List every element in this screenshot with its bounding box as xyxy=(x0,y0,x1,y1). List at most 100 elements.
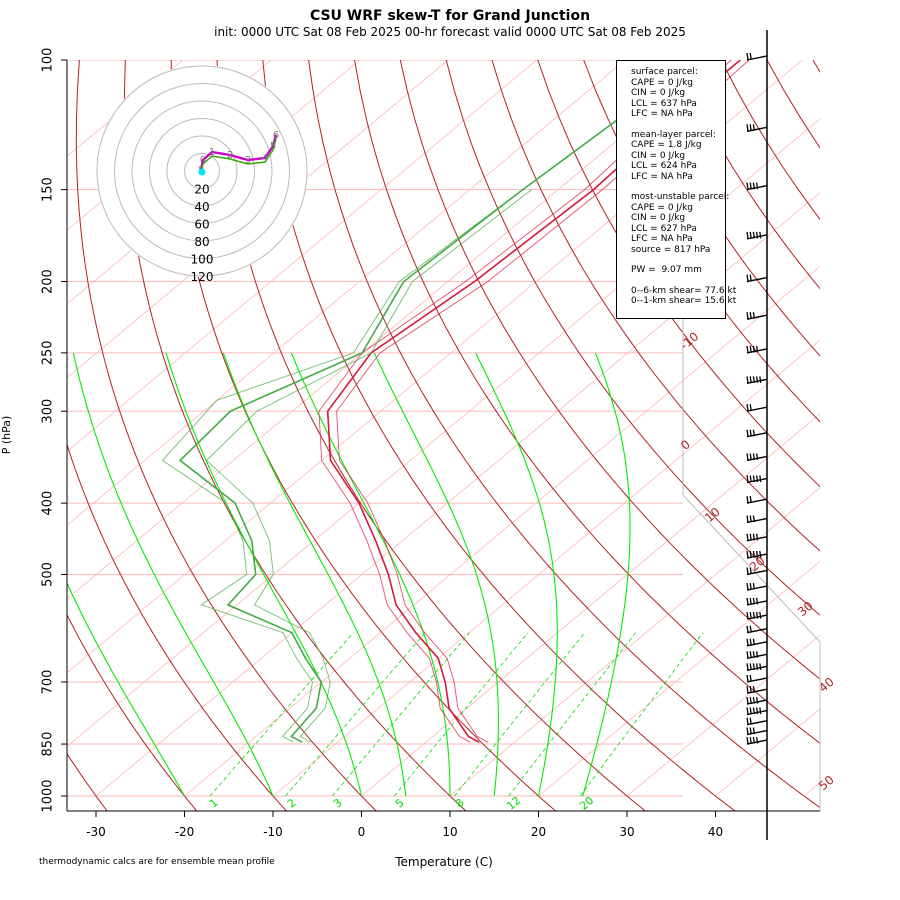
mixing-ratio-label: 5 xyxy=(393,796,407,810)
series-dewpoint xyxy=(178,60,715,743)
wind-barb xyxy=(746,312,768,320)
y-tick-label: 100 xyxy=(41,48,56,73)
x-tick-label: -30 xyxy=(86,825,106,839)
wind-barb xyxy=(746,429,768,438)
moist-adiabat xyxy=(222,352,407,797)
wind-barb xyxy=(746,736,768,745)
wind-barb xyxy=(746,182,768,191)
mixing-ratio-line xyxy=(579,632,704,797)
wind-barb xyxy=(746,345,768,354)
y-tick-label: 200 xyxy=(41,269,56,294)
hodograph-ring xyxy=(149,118,255,224)
y-tick-label: 300 xyxy=(41,399,56,424)
most-unstable-parcel-block: most-unstable parcel: CAPE = 0 J/kg CIN … xyxy=(631,192,730,255)
hodograph-height-label: 3 xyxy=(245,155,251,166)
isotherm xyxy=(67,60,714,600)
mixing-ratio-line xyxy=(332,632,470,797)
mixing-ratio-line xyxy=(454,632,586,797)
hodograph-trace xyxy=(199,134,278,171)
x-tick-label: 30 xyxy=(619,825,634,839)
y-tick-label: 250 xyxy=(41,340,56,365)
dry-adiabat xyxy=(354,60,820,744)
shear-block: 0--6-km shear= 77.6 kt 0--1-km shear= 15… xyxy=(631,285,737,307)
isotherm xyxy=(361,413,820,797)
isotherm-label: 30 xyxy=(795,599,816,620)
wind-barb xyxy=(746,404,768,412)
hodograph-ring-label: 60 xyxy=(194,218,209,232)
hodograph-ring xyxy=(184,153,220,189)
dry-adiabat xyxy=(445,60,820,616)
footnote: thermodynamic calcs are for ensemble mea… xyxy=(39,857,275,867)
dry-adiabat xyxy=(75,60,377,811)
wind-barb xyxy=(746,582,768,591)
mixing-ratio-line xyxy=(508,632,637,797)
series-temperature xyxy=(326,60,741,743)
hodograph-origin-marker xyxy=(198,168,206,176)
isotherm xyxy=(95,192,820,797)
dry-adiabat xyxy=(67,443,288,811)
dry-adiabat xyxy=(859,60,900,812)
moist-adiabat xyxy=(475,352,558,797)
series-dewpoint-member-2 xyxy=(205,189,532,743)
wind-barb xyxy=(746,231,768,240)
hodograph-height-label: 0 xyxy=(200,155,206,166)
moist-adiabat xyxy=(582,352,631,797)
hodograph-height-label: 6 xyxy=(273,130,279,141)
dry-adiabat xyxy=(216,60,646,811)
isotherm xyxy=(715,708,820,797)
hodograph-ring xyxy=(166,135,238,207)
chart-title: CSU WRF skew-T for Grand Junction xyxy=(309,8,591,24)
y-tick-label: 500 xyxy=(41,562,56,587)
isotherm xyxy=(538,560,820,797)
isotherm-label: 40 xyxy=(816,675,837,696)
isotherm-label: 50 xyxy=(816,773,837,794)
y-tick-label: 150 xyxy=(41,177,56,202)
y-tick-label: 1000 xyxy=(41,779,56,812)
y-tick-label: 850 xyxy=(41,732,56,757)
dry-adiabat xyxy=(308,60,820,809)
wind-barb xyxy=(746,686,768,694)
wind-barb xyxy=(746,625,768,634)
hodograph-ring-label: 100 xyxy=(191,253,214,267)
hodograph-ring-label: 20 xyxy=(194,183,209,197)
series-temperature-member-1 xyxy=(318,60,732,743)
dry-adiabat xyxy=(67,613,198,811)
hodograph-ring xyxy=(114,83,290,259)
hodograph-ring xyxy=(96,65,308,277)
hodograph-trace-2 xyxy=(200,138,277,175)
parcel-parameters-box: surface parcel: CAPE = 0 J/kg CIN = 0 J/… xyxy=(616,60,737,319)
moist-adiabat xyxy=(165,352,363,797)
isotherm xyxy=(67,60,626,526)
wind-barb xyxy=(746,717,768,726)
series-temperature-member-2 xyxy=(336,60,750,743)
dry-adiabat xyxy=(491,60,820,552)
mixing-ratio-label: 3 xyxy=(331,796,345,810)
wind-barb xyxy=(746,663,768,672)
moist-adiabat xyxy=(67,581,185,797)
wind-barb xyxy=(746,674,768,683)
wind-barb xyxy=(746,550,768,559)
x-tick-label: 40 xyxy=(708,825,723,839)
moist-adiabat xyxy=(373,352,499,797)
isotherm-label: -10 xyxy=(677,329,701,352)
wind-barb xyxy=(746,124,768,133)
mixing-ratio-label: 2 xyxy=(285,796,299,810)
wind-barb xyxy=(746,475,768,484)
hodograph-height-label: 1 xyxy=(209,147,215,158)
mean-layer-parcel-block: mean-layer parcel: CAPE = 1.8 J/kg CIN =… xyxy=(631,129,716,182)
x-axis-label: Temperature (C) xyxy=(394,855,493,869)
wind-barb xyxy=(746,638,768,647)
x-tick-label: 20 xyxy=(531,825,546,839)
isotherm xyxy=(67,60,537,452)
mixing-ratio-line xyxy=(285,632,426,797)
wind-barb xyxy=(746,52,768,61)
dry-adiabat xyxy=(812,60,820,73)
wind-barb xyxy=(746,376,768,385)
mixing-ratio-label: 20 xyxy=(577,794,596,813)
x-tick-label: 0 xyxy=(358,825,366,839)
wind-barb xyxy=(746,274,768,283)
dry-adiabat xyxy=(170,60,557,811)
wind-barb xyxy=(746,727,768,736)
mixing-ratio-label: 12 xyxy=(504,794,523,813)
hodograph-ring-label: 120 xyxy=(191,270,214,284)
